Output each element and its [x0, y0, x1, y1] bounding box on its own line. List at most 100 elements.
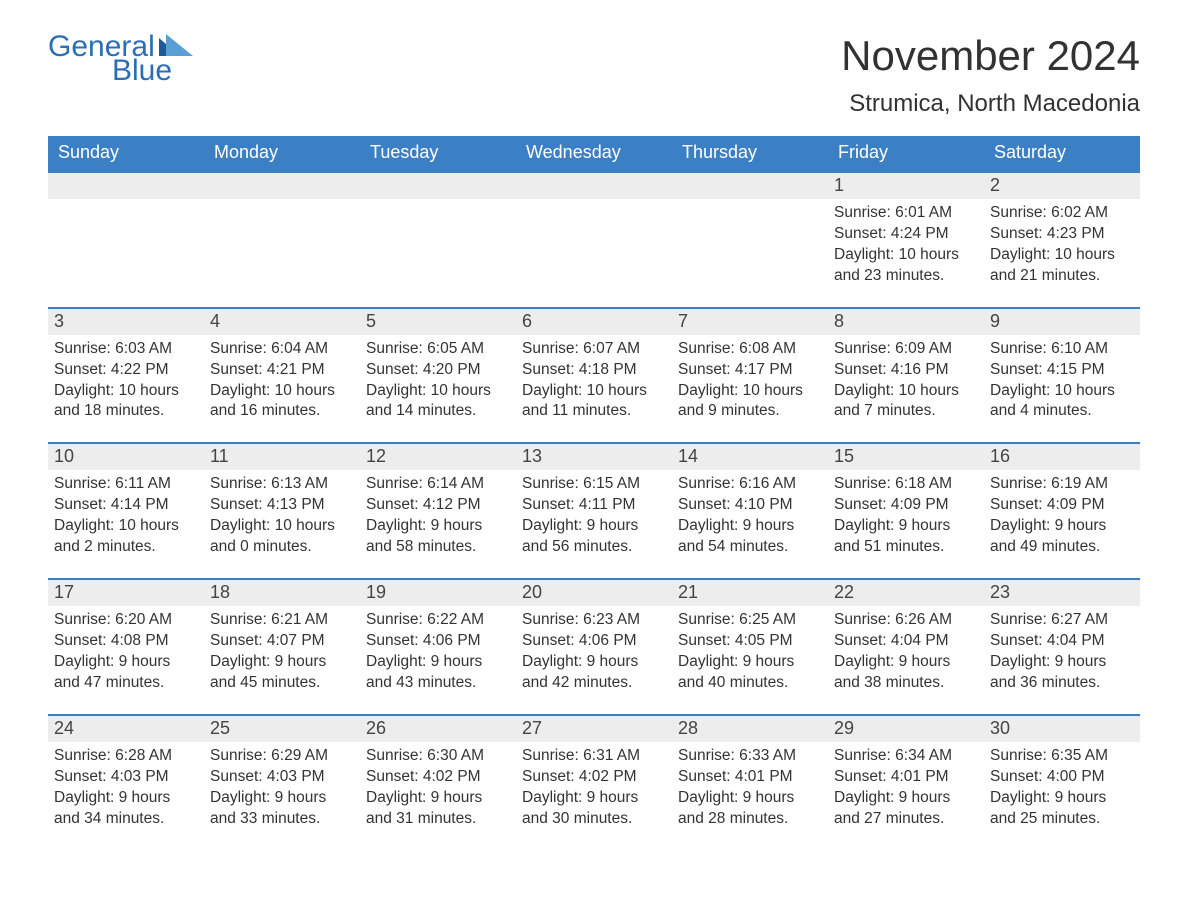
day-sunrise: Sunrise: 6:20 AM [54, 610, 198, 631]
day-sunrise: Sunrise: 6:23 AM [522, 610, 666, 631]
day-number: . [672, 171, 828, 199]
day-cell: 20 Sunrise: 6:23 AMSunset: 4:06 PMDayligh… [516, 578, 672, 698]
day-sunset: Sunset: 4:02 PM [522, 767, 666, 788]
weekday-header: Monday [204, 136, 360, 171]
day-daylight1: Daylight: 9 hours [522, 788, 666, 809]
day-sunset: Sunset: 4:22 PM [54, 360, 198, 381]
day-cell: 3Sunrise: 6:03 AMSunset: 4:22 PMDaylight… [48, 307, 204, 427]
day-cell: . [204, 171, 360, 291]
day-sunset: Sunset: 4:03 PM [210, 767, 354, 788]
day-cell: 30Sunrise: 6:35 AMSunset: 4:00 PMDayligh… [984, 714, 1140, 834]
day-sunset: Sunset: 4:20 PM [366, 360, 510, 381]
day-sunset: Sunset: 4:16 PM [834, 360, 978, 381]
day-cell: . [516, 171, 672, 291]
day-daylight2: and 49 minutes. [990, 537, 1134, 558]
day-sunset: Sunset: 4:13 PM [210, 495, 354, 516]
day-daylight2: and 4 minutes. [990, 401, 1134, 422]
day-number: 21 [672, 578, 828, 606]
day-cell: 25Sunrise: 6:29 AMSunset: 4:03 PMDayligh… [204, 714, 360, 834]
day-sunrise: Sunrise: 6:35 AM [990, 746, 1134, 767]
day-number: 9 [984, 307, 1140, 335]
day-cell: 28Sunrise: 6:33 AMSunset: 4:01 PMDayligh… [672, 714, 828, 834]
day-number: 4 [204, 307, 360, 335]
day-daylight2: and 23 minutes. [834, 266, 978, 287]
day-sunrise: Sunrise: 6:14 AM [366, 474, 510, 495]
day-daylight1: Daylight: 9 hours [834, 788, 978, 809]
day-sunset: Sunset: 4:02 PM [366, 767, 510, 788]
weekday-header-row: SundayMondayTuesdayWednesdayThursdayFrid… [48, 136, 1140, 171]
day-sunset: Sunset: 4:21 PM [210, 360, 354, 381]
day-sunrise: Sunrise: 6:04 AM [210, 339, 354, 360]
day-cell: 24Sunrise: 6:28 AMSunset: 4:03 PMDayligh… [48, 714, 204, 834]
logo: General Blue [48, 32, 193, 86]
day-sunrise: Sunrise: 6:29 AM [210, 746, 354, 767]
day-daylight2: and 21 minutes. [990, 266, 1134, 287]
day-daylight2: and 58 minutes. [366, 537, 510, 558]
weekday-header: Friday [828, 136, 984, 171]
day-number: 2 [984, 171, 1140, 199]
day-number: . [360, 171, 516, 199]
calendar: SundayMondayTuesdayWednesdayThursdayFrid… [48, 136, 1140, 833]
day-sunset: Sunset: 4:04 PM [990, 631, 1134, 652]
day-sunrise: Sunrise: 6:25 AM [678, 610, 822, 631]
month-title: November 2024 [841, 32, 1140, 80]
day-daylight1: Daylight: 9 hours [990, 516, 1134, 537]
weekday-header: Thursday [672, 136, 828, 171]
day-daylight1: Daylight: 10 hours [990, 381, 1134, 402]
day-cell: 4 Sunrise: 6:04 AMSunset: 4:21 PMDaylight… [204, 307, 360, 427]
week-row: .....1Sunrise: 6:01 AMSunset: 4:24 PMDay… [48, 171, 1140, 291]
day-number: 26 [360, 714, 516, 742]
day-cell: 23Sunrise: 6:27 AMSunset: 4:04 PMDayligh… [984, 578, 1140, 698]
day-sunrise: Sunrise: 6:08 AM [678, 339, 822, 360]
day-sunset: Sunset: 4:09 PM [990, 495, 1134, 516]
day-sunset: Sunset: 4:03 PM [54, 767, 198, 788]
day-sunset: Sunset: 4:23 PM [990, 224, 1134, 245]
day-daylight1: Daylight: 9 hours [522, 652, 666, 673]
day-daylight2: and 40 minutes. [678, 673, 822, 694]
day-sunrise: Sunrise: 6:22 AM [366, 610, 510, 631]
day-daylight1: Daylight: 9 hours [54, 652, 198, 673]
day-cell: 16Sunrise: 6:19 AMSunset: 4:09 PMDayligh… [984, 442, 1140, 562]
day-daylight2: and 2 minutes. [54, 537, 198, 558]
day-cell: 8Sunrise: 6:09 AMSunset: 4:16 PMDaylight… [828, 307, 984, 427]
day-cell: 2Sunrise: 6:02 AMSunset: 4:23 PMDaylight… [984, 171, 1140, 291]
day-number: 20 [516, 578, 672, 606]
weeks-container: .....1Sunrise: 6:01 AMSunset: 4:24 PMDay… [48, 171, 1140, 833]
day-number: 14 [672, 442, 828, 470]
day-sunrise: Sunrise: 6:33 AM [678, 746, 822, 767]
day-daylight2: and 43 minutes. [366, 673, 510, 694]
day-cell: 9Sunrise: 6:10 AMSunset: 4:15 PMDaylight… [984, 307, 1140, 427]
day-daylight1: Daylight: 9 hours [210, 788, 354, 809]
day-daylight2: and 42 minutes. [522, 673, 666, 694]
day-sunset: Sunset: 4:18 PM [522, 360, 666, 381]
day-sunrise: Sunrise: 6:15 AM [522, 474, 666, 495]
day-sunrise: Sunrise: 6:34 AM [834, 746, 978, 767]
day-daylight2: and 54 minutes. [678, 537, 822, 558]
day-daylight2: and 7 minutes. [834, 401, 978, 422]
day-number: 29 [828, 714, 984, 742]
day-sunrise: Sunrise: 6:13 AM [210, 474, 354, 495]
day-daylight1: Daylight: 9 hours [678, 788, 822, 809]
day-daylight2: and 33 minutes. [210, 809, 354, 830]
day-number: 30 [984, 714, 1140, 742]
day-daylight2: and 45 minutes. [210, 673, 354, 694]
day-daylight1: Daylight: 10 hours [54, 516, 198, 537]
day-sunset: Sunset: 4:06 PM [522, 631, 666, 652]
day-number: 27 [516, 714, 672, 742]
day-cell: 12Sunrise: 6:14 AMSunset: 4:12 PMDayligh… [360, 442, 516, 562]
day-number: 8 [828, 307, 984, 335]
day-cell: 19Sunrise: 6:22 AMSunset: 4:06 PMDayligh… [360, 578, 516, 698]
day-sunrise: Sunrise: 6:10 AM [990, 339, 1134, 360]
day-number: . [516, 171, 672, 199]
day-daylight2: and 36 minutes. [990, 673, 1134, 694]
day-daylight1: Daylight: 10 hours [210, 381, 354, 402]
day-cell: 11Sunrise: 6:13 AMSunset: 4:13 PMDayligh… [204, 442, 360, 562]
day-sunset: Sunset: 4:11 PM [522, 495, 666, 516]
day-number: 17 [48, 578, 204, 606]
day-daylight1: Daylight: 9 hours [834, 652, 978, 673]
day-number: . [48, 171, 204, 199]
day-daylight2: and 51 minutes. [834, 537, 978, 558]
day-sunset: Sunset: 4:05 PM [678, 631, 822, 652]
day-cell: . [360, 171, 516, 291]
day-daylight1: Daylight: 10 hours [678, 381, 822, 402]
